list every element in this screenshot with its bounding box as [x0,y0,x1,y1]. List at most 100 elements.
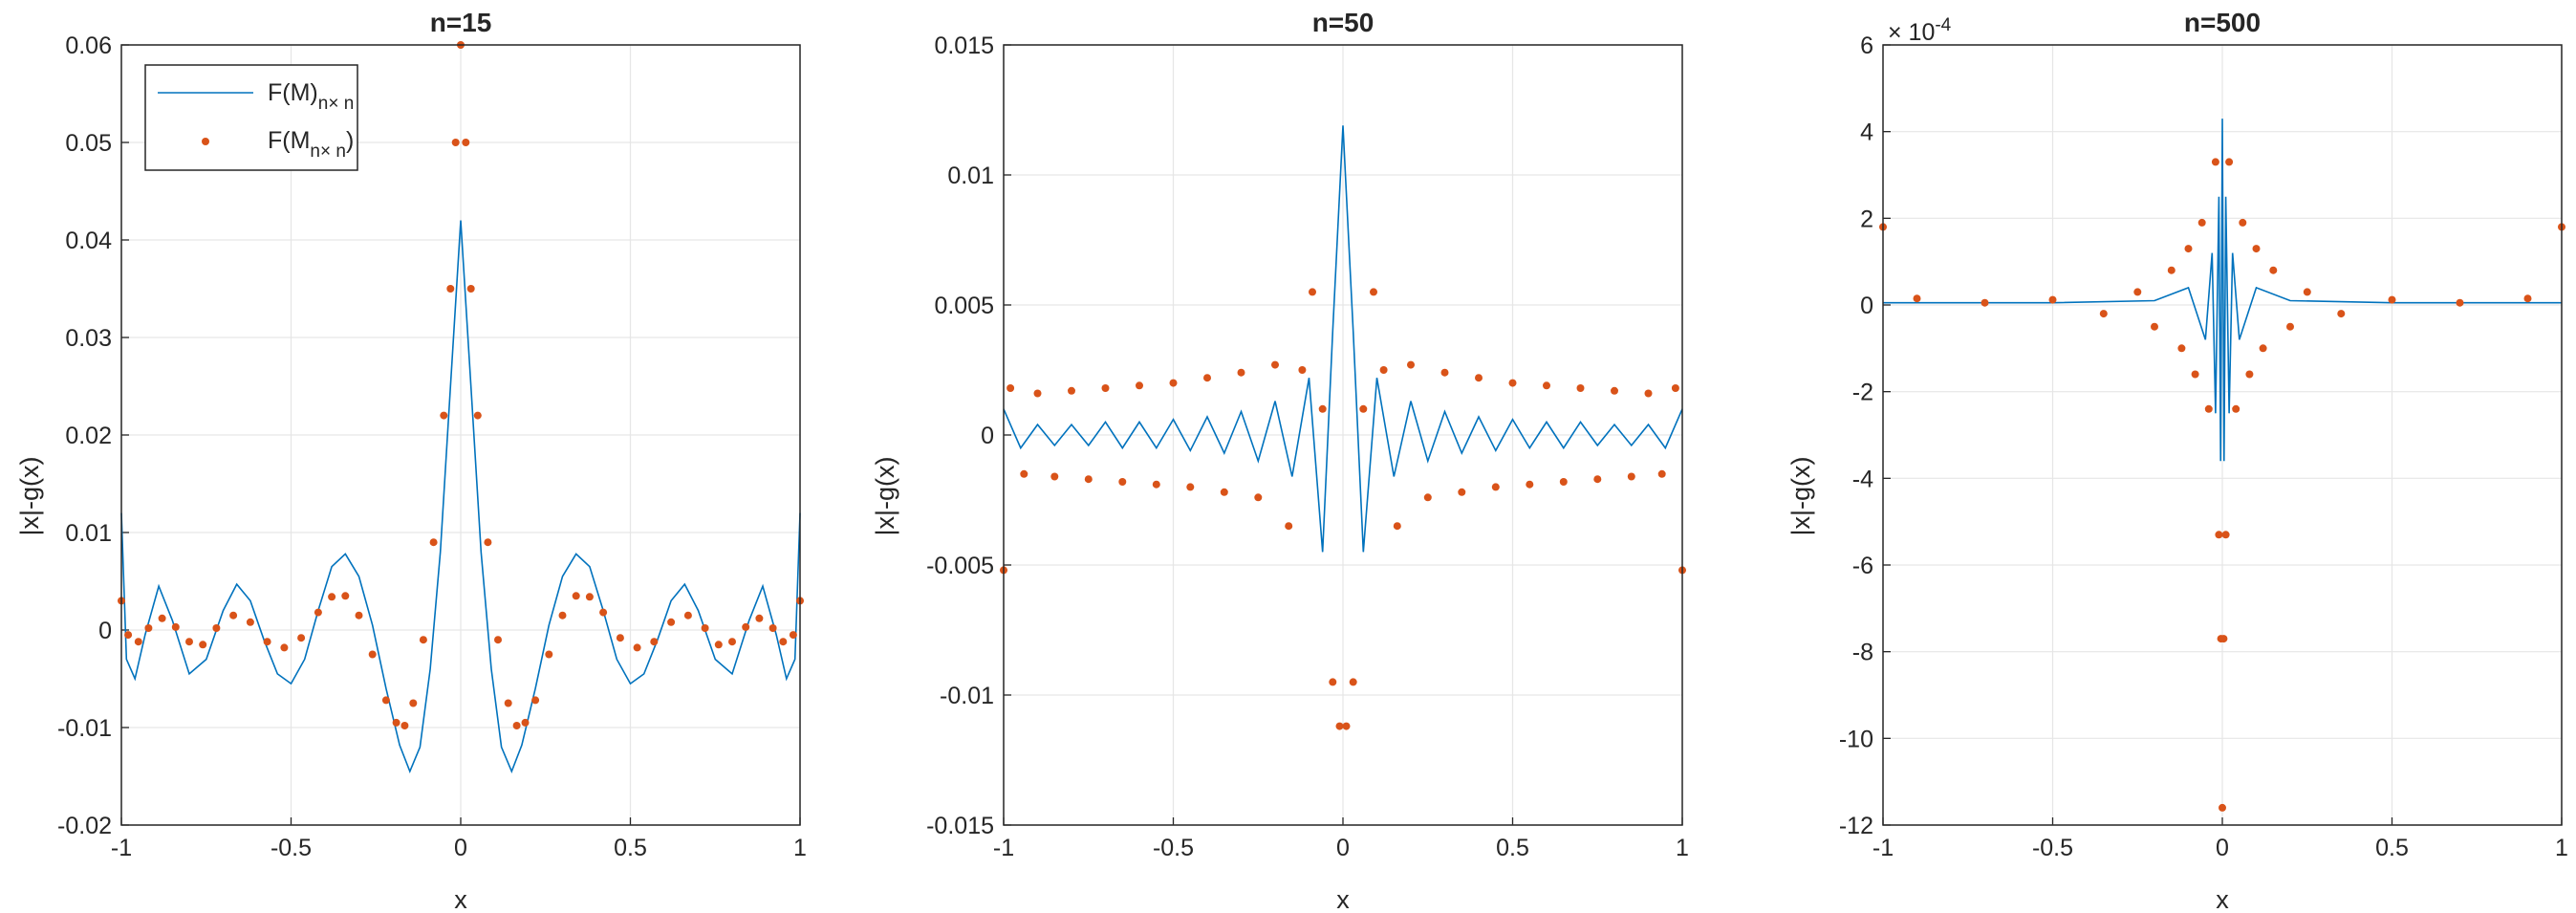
y-tick-label: 0.02 [65,423,112,449]
legend-dot-swatch [202,138,209,145]
y-tick-label: -0.005 [926,553,994,579]
series-dot [462,139,470,146]
series-dot [1271,360,1279,369]
series-dot [1440,368,1449,377]
series-dot [504,699,512,707]
y-tick-label: 0.05 [65,130,112,157]
series-dot [1508,379,1517,387]
series-dot [2225,158,2234,166]
series-dot [419,636,427,644]
series-dot [297,634,306,642]
series-dot [1458,488,1466,496]
series-dot [2456,298,2464,307]
y-tick-label: 2 [1860,206,1873,232]
series-dot [466,285,475,293]
series-dot [2239,218,2247,227]
y-tick-label: 0.03 [65,325,112,352]
y-axis-label: |x|-g(x) [1786,456,1815,535]
series-dot [1593,475,1602,484]
series-dot [2219,803,2226,812]
y-tick-label: -4 [1852,466,1873,492]
series-dot [2286,322,2294,331]
series-dot [494,636,502,644]
series-dot [1559,478,1568,486]
series-line [1003,125,1683,553]
series-dot [1118,478,1127,486]
series-dot [2204,404,2213,413]
series-dot [2177,344,2186,353]
x-tick-label: -1 [1872,835,1894,861]
x-tick-label: 0.5 [614,835,647,861]
y-tick-label: -2 [1852,380,1873,406]
panel-n50: n=50 x |x|-g(x) -1 -0.5 0 0.5 1 -0.015 -0.01 -0… [871,8,1689,913]
y-tick-label: -0.015 [926,813,994,839]
series-dot [2252,245,2261,253]
series-dot [392,718,400,727]
series-dot [1298,366,1307,374]
series-dot [2191,370,2199,379]
y-tick-label: -0.01 [57,715,112,742]
chart-title: n=15 [430,8,492,37]
y-tick-label: 0 [1860,293,1873,319]
series-dot [409,699,418,707]
series-dot [755,614,764,622]
series-dot [1423,493,1432,502]
series-dot [429,538,438,547]
series-dot [616,634,624,642]
series-dot [144,624,153,632]
series-dot [1342,722,1351,730]
series-dot [1186,483,1195,491]
series-dot [1309,288,1316,296]
y-tick-label: 0.005 [934,293,994,319]
series-dot [1644,389,1653,398]
series-dot [2259,344,2267,353]
series-dot [381,696,390,705]
series-line [1883,119,2562,462]
series-dot [572,592,580,600]
series-dot [683,611,692,620]
x-tick-label: 0 [1336,835,1350,861]
y-tick-label: -10 [1839,726,1873,752]
x-tick-label: 0.5 [2375,835,2409,861]
y-tick-label: -0.01 [940,683,994,709]
series-dot [1491,483,1500,491]
chart-title: n=50 [1312,8,1375,37]
series-dot [158,614,166,622]
plot-area: -1 -0.5 0 0.5 1 -0.02 -0.01 0 0.01 0.02 0.03 0.04 0.… [57,33,807,861]
series-dot [1329,678,1337,686]
series-dot [512,722,521,729]
series-dot [789,631,797,640]
series-dot [171,622,180,631]
series-dot [650,638,659,646]
series-dot [701,624,709,632]
series-dot [400,722,409,729]
legend-box [144,64,358,171]
series-dot [2221,531,2230,539]
series-dot [328,593,336,601]
x-tick-label: -1 [993,835,1014,861]
series-dot [134,638,142,646]
y-tick-label: 0.015 [934,33,994,59]
series-dot [212,624,221,632]
series-dot [1203,374,1211,382]
series-dot [2211,158,2219,166]
series-dot [1543,381,1550,390]
series-dot [1318,404,1327,413]
series-dot [2167,266,2176,274]
series-dot [1627,472,1635,481]
series-dot [521,718,530,727]
series-dot [1393,522,1401,531]
exponent-label: × 10-4 [1888,15,1952,46]
series-dot [473,411,482,420]
series-dot [280,643,289,652]
series-dot [1254,493,1263,502]
y-tick-label: 0.06 [65,33,112,59]
series-dot [2099,310,2108,318]
series-dot [585,593,594,601]
series-dot [2388,295,2396,304]
series-dot [1611,386,1618,395]
axes-box [1003,44,1683,826]
series-dot [1050,472,1059,481]
series-dot [545,650,553,659]
x-tick-label: -0.5 [271,835,312,861]
